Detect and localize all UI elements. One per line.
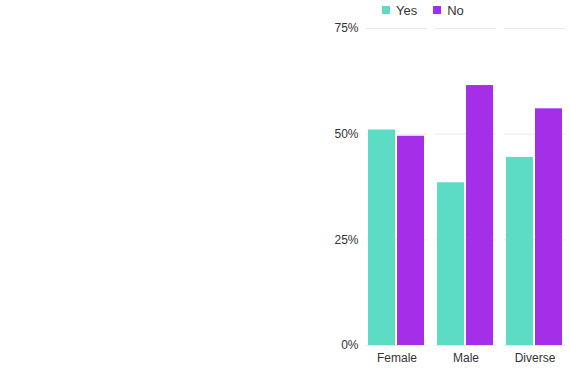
svg-text:Female: Female — [377, 351, 417, 365]
html-text:No: No — [447, 2, 464, 18]
svg-text:0%: 0% — [341, 338, 359, 352]
svg-text:75%: 75% — [334, 21, 358, 35]
svg-text:25%: 25% — [334, 233, 358, 247]
html-text:Yes: Yes — [396, 2, 418, 18]
svg-text:Diverse: Diverse — [515, 351, 556, 365]
svg-text:50%: 50% — [334, 127, 358, 141]
svg-text:Male: Male — [453, 351, 479, 365]
